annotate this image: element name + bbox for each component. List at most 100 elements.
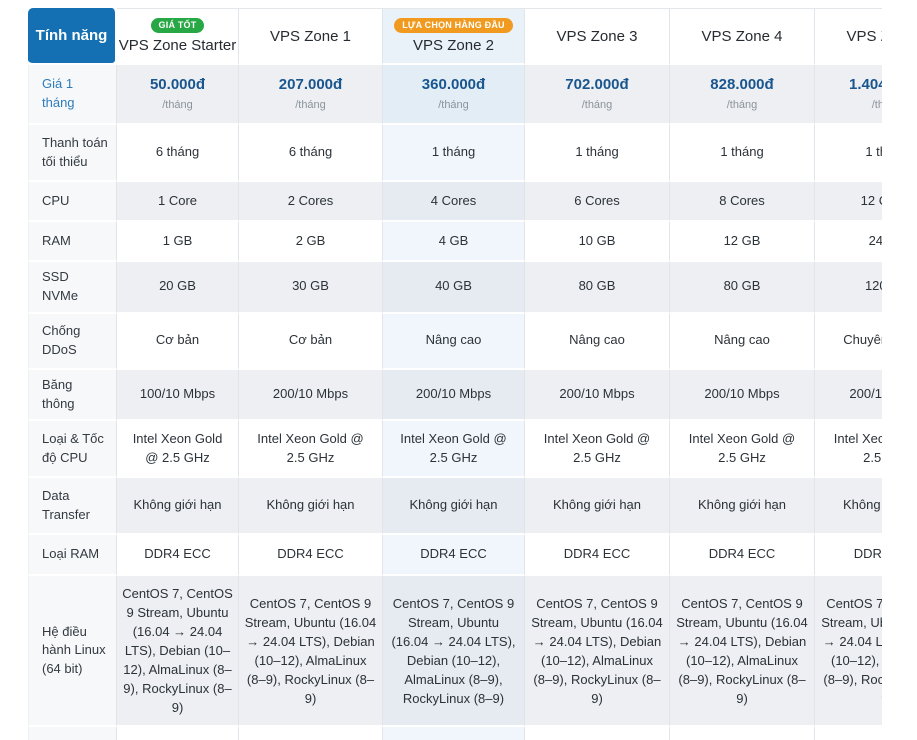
table-cell: DDR4 ECC: [670, 535, 815, 577]
table-cell: 200/10 Mbps: [525, 369, 670, 422]
table-cell: CentOS 7, CentOS 9 Stream, Ubuntu (16.04…: [117, 576, 239, 728]
plan-header-zone1: VPS Zone 1: [239, 8, 383, 65]
table-cell: 80 GB: [525, 262, 670, 314]
table-cell: DDR4 ECC: [383, 535, 525, 577]
table-cell: Intel Xeon Gold @ 2.5 GHz: [239, 421, 383, 479]
plan-name: VPS Zone 2: [413, 37, 494, 54]
price-cell: 360.000đ /tháng: [383, 65, 525, 125]
table-cell: 200/10 Mbps: [670, 369, 815, 422]
row-ram: RAM 1 GB 2 GB 4 GB 10 GB 12 GB 24 GB: [28, 222, 882, 262]
row-data-transfer: Data Transfer Không giới hạn Không giới …: [28, 478, 882, 536]
table-cell: - Windows Server 2008R2, 2012R2, 2016,: [525, 727, 670, 740]
price-amount: 1.404.000đ: [849, 75, 882, 93]
feature-label: CPU: [28, 182, 117, 222]
plan-header-zone4: VPS Zone 4: [670, 8, 815, 65]
feature-label: Loại RAM: [28, 535, 117, 577]
price-amount: 207.000đ: [278, 75, 343, 93]
table-cell: 2 Cores: [239, 182, 383, 222]
table-cell: 12 Cores: [815, 182, 882, 222]
table-cell: 6 tháng: [117, 125, 239, 182]
table-cell: CentOS 7, CentOS 9 Stream, Ubuntu (16.04…: [670, 576, 815, 728]
price-cell: 1.404.000đ /tháng: [815, 65, 882, 125]
table-cell: CentOS 7, CentOS 9 Stream, Ubuntu (16.04…: [239, 576, 383, 728]
feature-label: Data Transfer: [28, 478, 117, 536]
table-cell: Không giới hạn: [670, 478, 815, 536]
table-cell: CentOS 7, CentOS 9 Stream, Ubuntu (16.04…: [815, 576, 882, 728]
price-amount: 360.000đ: [421, 75, 486, 93]
table-cell: 1 tháng: [525, 125, 670, 182]
price-period: /tháng: [726, 99, 758, 112]
table-cell: 200/10 Mbps: [383, 369, 525, 422]
price-period: /tháng: [581, 99, 613, 112]
table-cell: - Windows Server 2008R2, 2012R2, 2016,: [670, 727, 815, 740]
table-cell: 1 tháng: [670, 125, 815, 182]
feature-label: Hệ điều hành Linux (64 bit): [28, 576, 117, 728]
price-period: /tháng: [438, 99, 469, 112]
table-cell: 200/10 Mbps: [239, 369, 383, 422]
feature-label: Băng thông: [28, 369, 117, 422]
table-cell: 1 tháng: [383, 125, 525, 182]
plan-header-zone2: LỰA CHỌN HÀNG ĐẦU VPS Zone 2: [383, 8, 525, 65]
table-cell: Nâng cao: [525, 313, 670, 370]
table-cell: Intel Xeon Gold @ 2.5 GHz: [815, 421, 882, 479]
row-cpu: CPU 1 Core 2 Cores 4 Cores 6 Cores 8 Cor…: [28, 182, 882, 222]
table-header-row: Tính năng GIÁ TỐT VPS Zone Starter VPS Z…: [28, 8, 882, 65]
plan-name: VPS Zone Starter: [118, 37, 237, 54]
table-cell: - Windows Server 2008R2, 2012R2, 2016,: [383, 727, 525, 740]
table-cell: Chuyên nghiệp: [815, 313, 882, 370]
table-cell: 6 Cores: [525, 182, 670, 222]
table-cell: [117, 727, 239, 740]
top-choice-badge: LỰA CHỌN HÀNG ĐẦU: [394, 18, 513, 33]
table-cell: - Windows Server 2008R2, 2012R2, 2016,: [815, 727, 882, 740]
plan-header-zone5: VPS Zone 5: [815, 8, 882, 65]
table-cell: 20 GB: [117, 262, 239, 314]
price-period: /tháng: [162, 99, 193, 112]
table-cell: Intel Xeon Gold @ 2.5 GHz: [670, 421, 815, 479]
table-cell: Intel Xeon Gold @ 2.5 GHz: [383, 421, 525, 479]
table-cell: 24 GB: [815, 222, 882, 262]
row-bandwidth: Băng thông 100/10 Mbps 200/10 Mbps 200/1…: [28, 369, 882, 422]
row-linux-os: Hệ điều hành Linux (64 bit) CentOS 7, Ce…: [28, 576, 882, 728]
table-cell: 12 GB: [670, 222, 815, 262]
price-period: /tháng: [295, 99, 326, 112]
table-cell: Cơ bản: [117, 313, 239, 370]
best-price-badge: GIÁ TỐT: [150, 18, 205, 33]
price-amount: 828.000đ: [710, 75, 774, 93]
price-amount: 702.000đ: [565, 75, 629, 93]
plan-header-starter: GIÁ TỐT VPS Zone Starter: [117, 8, 239, 65]
table-cell: 1 GB: [117, 222, 239, 262]
feature-label: Giá 1 tháng: [28, 65, 117, 125]
row-windows-os: Hệ điều hành Windows - Windows Server 20…: [28, 727, 882, 740]
table-cell: 120 GB: [815, 262, 882, 314]
table-cell: 4 Cores: [383, 182, 525, 222]
plan-name: VPS Zone 4: [701, 27, 783, 45]
table-cell: 8 Cores: [670, 182, 815, 222]
table-cell: Nâng cao: [383, 313, 525, 370]
table-cell: 4 GB: [383, 222, 525, 262]
table-cell: - Windows Server 2008R2, 2012R2, 2016,: [239, 727, 383, 740]
table-cell: 1 tháng: [815, 125, 882, 182]
table-cell: CentOS 7, CentOS 9 Stream, Ubuntu (16.04…: [525, 576, 670, 728]
table-cell: 10 GB: [525, 222, 670, 262]
table-cell: Không giới hạn: [383, 478, 525, 536]
price-period: /tháng: [871, 99, 882, 112]
price-cell: 828.000đ /tháng: [670, 65, 815, 125]
table-cell: Không giới hạn: [815, 478, 882, 536]
feature-label: RAM: [28, 222, 117, 262]
plan-name: VPS Zone 5: [846, 27, 882, 45]
table-cell: Nâng cao: [670, 313, 815, 370]
table-cell: DDR4 ECC: [815, 535, 882, 577]
table-cell: Không giới hạn: [525, 478, 670, 536]
row-ssd: SSD NVMe 20 GB 30 GB 40 GB 80 GB 80 GB 1…: [28, 262, 882, 314]
table-cell: Intel Xeon Gold @ 2.5 GHz: [117, 421, 239, 479]
feature-label: Chống DDoS: [28, 313, 117, 370]
feature-label: Thanh toán tối thiểu: [28, 125, 117, 182]
table-cell: 80 GB: [670, 262, 815, 314]
row-cpu-type: Loại & Tốc độ CPU Intel Xeon Gold @ 2.5 …: [28, 421, 882, 479]
table-cell: 30 GB: [239, 262, 383, 314]
pricing-table-viewport[interactable]: Tính năng GIÁ TỐT VPS Zone Starter VPS Z…: [28, 8, 882, 740]
table-cell: DDR4 ECC: [525, 535, 670, 577]
plan-name: VPS Zone 1: [270, 27, 351, 45]
table-cell: Không giới hạn: [239, 478, 383, 536]
row-ram-type: Loại RAM DDR4 ECC DDR4 ECC DDR4 ECC DDR4…: [28, 535, 882, 577]
